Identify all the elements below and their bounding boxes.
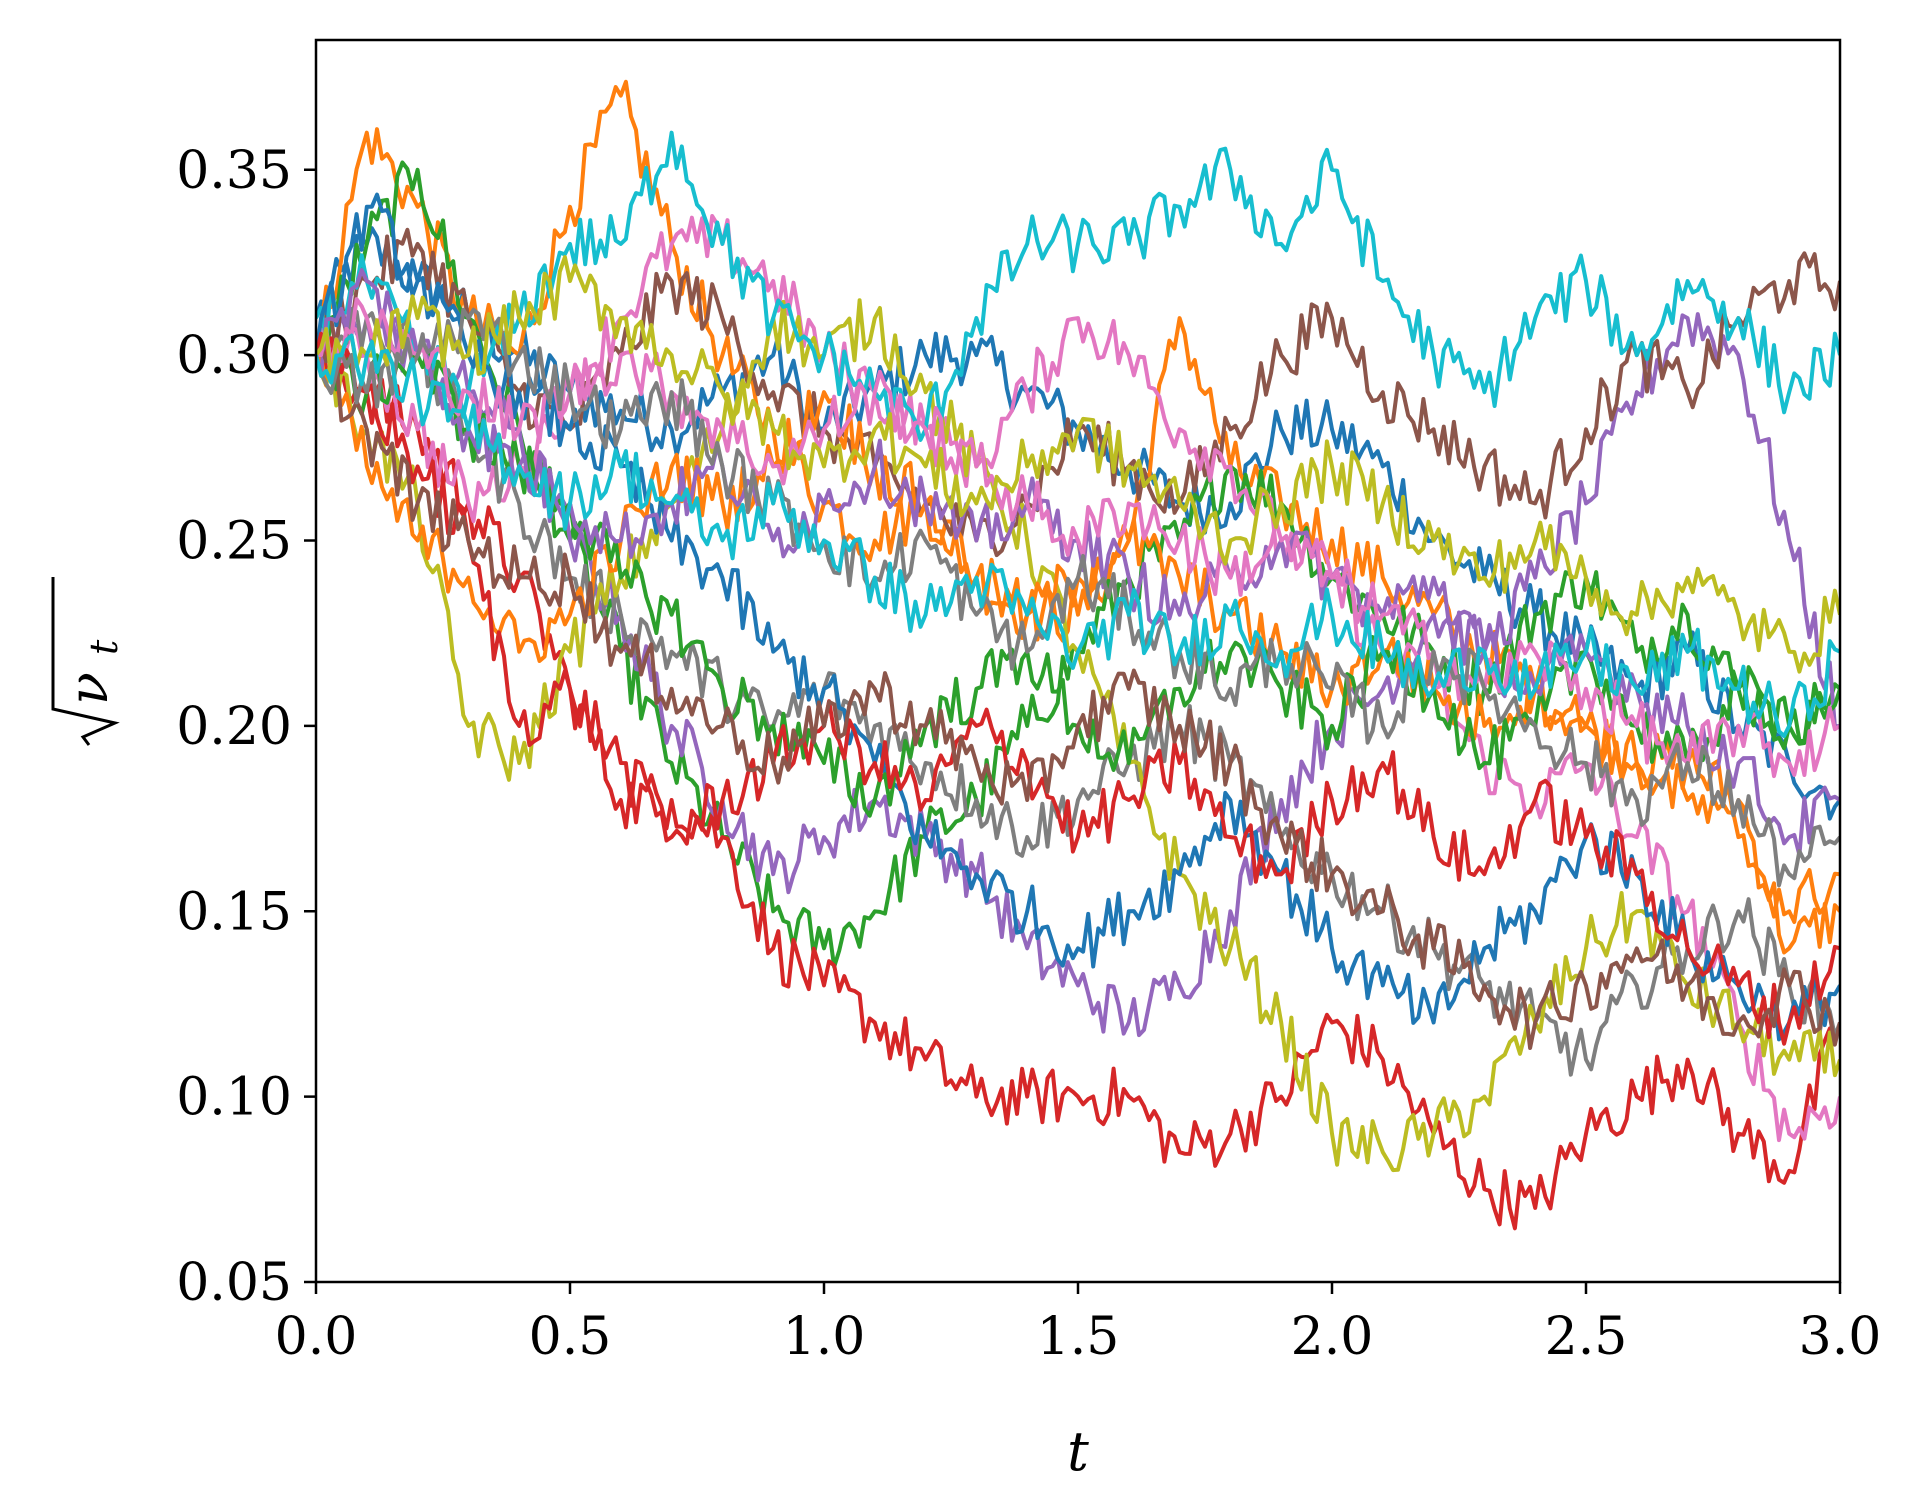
series-layer (316, 79, 1840, 1231)
y-axis-label-sub: t (82, 639, 126, 655)
sqrt-symbol (51, 577, 120, 746)
x-tick-label-4: 1.5 (1037, 1307, 1120, 1367)
series-line-20 (316, 333, 1840, 739)
x-tick-label-6: 2.5 (1545, 1307, 1628, 1367)
x-axis-ticks: 0.0 0.5 1.0 1.5 2.0 2.5 3.0 (275, 1282, 1882, 1367)
y-axis-ticks: 0.05 0.10 0.15 0.20 0.25 0.30 0.35 (176, 141, 316, 1313)
series-line-14 (316, 331, 1840, 1046)
x-tick-label-2: 0.5 (529, 1307, 612, 1367)
series-line-10 (316, 130, 1840, 442)
y-axis-label-main: ν (57, 672, 120, 705)
series-line-5 (316, 310, 1840, 1038)
y-tick-label-6: 0.30 (176, 326, 292, 386)
x-axis-label: t (1067, 1420, 1089, 1483)
series-line-19 (316, 255, 1840, 674)
y-tick-label-7: 0.35 (176, 141, 292, 201)
y-tick-label-3: 0.15 (176, 882, 292, 942)
x-tick-label-5: 2.0 (1291, 1307, 1374, 1367)
series-line-16 (316, 345, 1840, 1050)
y-tick-label-5: 0.25 (176, 512, 292, 572)
x-tick-label-3: 1.0 (783, 1307, 866, 1367)
x-tick-label-7: 3.0 (1799, 1307, 1882, 1367)
x-tick-label-1: 0.0 (275, 1307, 358, 1367)
series-line-18 (316, 307, 1840, 888)
y-tick-label-1: 0.05 (176, 1253, 292, 1313)
y-tick-label-2: 0.10 (176, 1068, 292, 1128)
y-axis-label: ν t (51, 577, 126, 746)
y-tick-label-4: 0.20 (176, 697, 292, 757)
